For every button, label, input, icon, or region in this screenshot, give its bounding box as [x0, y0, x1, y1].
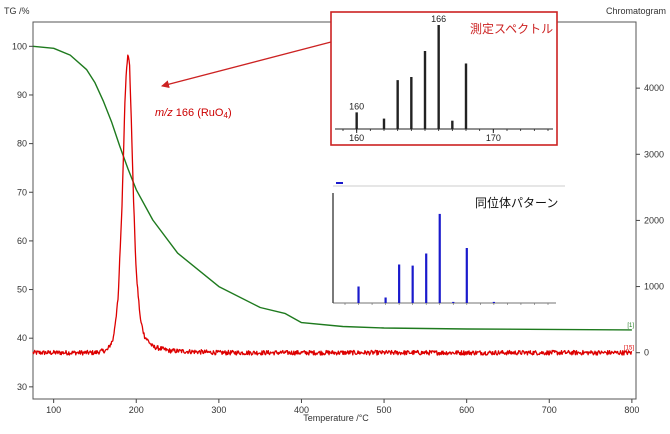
- y-tick-label-80: 80: [17, 139, 27, 149]
- y2-tick-label-4000: 4000: [644, 83, 664, 93]
- y2-tick-label-2000: 2000: [644, 215, 664, 225]
- annotation-arrow: [161, 41, 332, 89]
- annotation-text: 166 (RuO: [173, 107, 224, 119]
- annotation-suffix: ): [228, 107, 232, 119]
- y2-tick-label-1000: 1000: [644, 282, 664, 292]
- isotope-pattern-title: 同位体パターン: [475, 195, 558, 210]
- annotation-subscript: 4: [223, 111, 228, 120]
- x-tick-label-400: 400: [294, 405, 309, 415]
- measured-bar-168: [464, 63, 468, 130]
- x-tick-label-600: 600: [459, 405, 474, 415]
- measured-bar-162: [382, 118, 386, 129]
- isotope-bar-162: [384, 297, 387, 303]
- y-tick-label-50: 50: [17, 285, 27, 295]
- isotope-bar-166: [438, 213, 441, 303]
- isotope-bar-163: [398, 264, 401, 303]
- x-tick-label-200: 200: [129, 405, 144, 415]
- isotope-bar-164: [411, 265, 414, 303]
- measured-bar-163: [396, 80, 399, 129]
- y-axis-title: TG /%: [4, 6, 30, 16]
- y-tick-label-70: 70: [17, 187, 27, 197]
- measured-bar-160: [355, 112, 358, 129]
- measured-bar-164: [410, 77, 413, 129]
- isotope-bar-168: [465, 248, 468, 303]
- measured-spectrum-title: 測定スペクトル: [470, 21, 553, 36]
- measured-peak-label-166: 166: [431, 14, 446, 24]
- y2-tick-label-3000: 3000: [644, 149, 664, 159]
- isotope-bar-160: [357, 286, 360, 303]
- y-tick-label-100: 100: [12, 41, 27, 51]
- series-1-end-label: [15]: [624, 346, 634, 352]
- x-tick-label-700: 700: [542, 405, 557, 415]
- isotope-bar-165: [425, 253, 428, 303]
- y-tick-label-60: 60: [17, 236, 27, 246]
- measured-bar-166: [437, 25, 440, 129]
- y2-tick-label-0: 0: [644, 348, 649, 358]
- isotope-legend-swatch: [336, 182, 343, 184]
- y-tick-label-40: 40: [17, 333, 27, 343]
- x-axis-title: Temperature /°C: [303, 413, 369, 423]
- measured-tick-label-170: 170: [486, 133, 501, 143]
- isotope-bar-170: [492, 301, 495, 303]
- y-tick-label-30: 30: [17, 382, 27, 392]
- peak-annotation: m/z 166 (RuO4): [155, 107, 232, 120]
- y-tick-label-90: 90: [17, 90, 27, 100]
- x-tick-label-300: 300: [211, 405, 226, 415]
- series-0-end-label: [1]: [627, 323, 634, 329]
- x-tick-label-100: 100: [46, 405, 61, 415]
- measured-bar-165: [423, 51, 427, 129]
- measured-spectrum-box: [330, 11, 558, 146]
- series-1-line: [32, 54, 633, 356]
- annotation-prefix: m/z: [155, 107, 173, 119]
- x-tick-label-800: 800: [624, 405, 639, 415]
- isotope-bar-167: [452, 301, 455, 303]
- measured-bar-167: [451, 120, 454, 129]
- measured-peak-label-160: 160: [349, 101, 364, 111]
- y2-axis-title: Chromatogram: [606, 6, 666, 16]
- measured-tick-label-160: 160: [349, 133, 364, 143]
- x-tick-label-500: 500: [377, 405, 392, 415]
- series-0-line: [32, 45, 632, 331]
